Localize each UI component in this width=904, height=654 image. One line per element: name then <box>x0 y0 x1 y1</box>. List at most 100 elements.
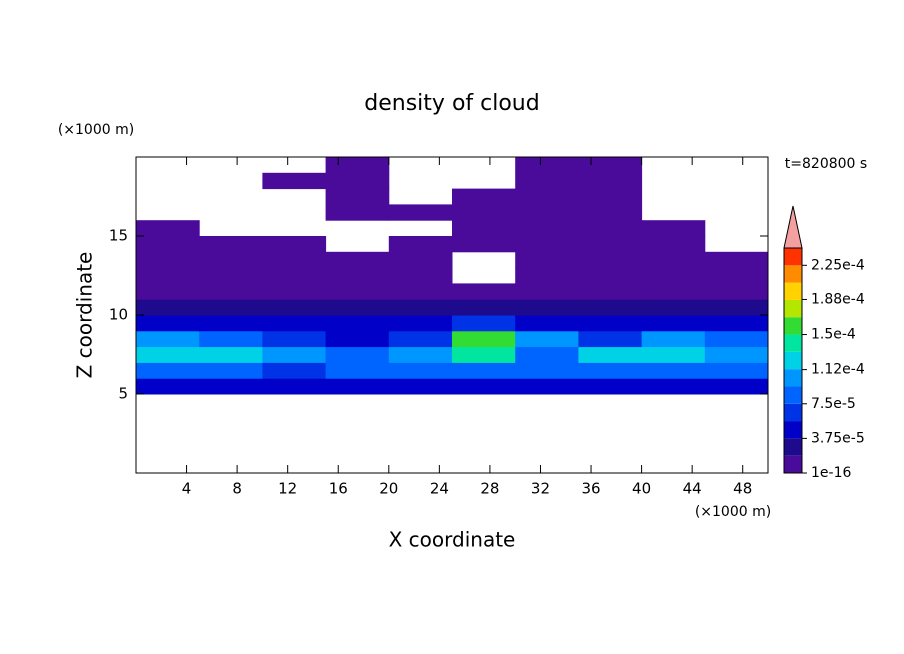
contour-cell <box>578 236 643 253</box>
contour-cell <box>199 236 263 253</box>
x-tick-label: 20 <box>379 480 398 498</box>
contour-cell <box>515 299 579 316</box>
contour-cell <box>641 346 706 363</box>
contour-cell <box>515 346 579 363</box>
contour-cell <box>199 362 263 379</box>
contour-cell <box>578 330 643 348</box>
contour-cell <box>515 236 579 253</box>
contour-cell <box>262 236 327 253</box>
x-tick-label: 8 <box>232 480 242 498</box>
contour-cell <box>325 283 390 300</box>
contour-cell <box>388 346 453 363</box>
contour-cell <box>515 157 579 174</box>
contour-cell <box>641 315 706 332</box>
x-tick-label: 24 <box>430 480 449 498</box>
contour-cell <box>388 251 453 269</box>
contour-cell <box>325 267 390 284</box>
contour-cell <box>325 378 390 395</box>
contour-cell <box>325 362 390 379</box>
contour-cell <box>452 346 516 363</box>
contour-cell <box>388 315 453 332</box>
contour-cell <box>515 330 579 348</box>
colorbar-band <box>784 403 802 422</box>
x-tick-label: 32 <box>531 480 550 498</box>
time-annotation: t=820800 s <box>785 156 867 172</box>
contour-cell <box>704 315 769 332</box>
contour-cell <box>515 283 579 300</box>
contour-cell <box>515 188 579 205</box>
contour-cell <box>641 283 706 300</box>
contour-cell <box>515 315 579 332</box>
contour-cell <box>136 315 200 332</box>
contour-cell <box>388 330 453 348</box>
contour-cell <box>578 299 643 316</box>
colorbar-band <box>784 386 802 404</box>
contour-cell <box>704 267 769 284</box>
contour-cell <box>578 346 643 363</box>
contour-cell <box>578 157 643 174</box>
contour-cell <box>704 362 769 379</box>
contour-cell <box>515 220 579 237</box>
colorbar-band <box>784 317 802 335</box>
x-tick-label: 16 <box>329 480 348 498</box>
contour-cell <box>641 362 706 379</box>
contour-cell <box>578 267 643 284</box>
contour-cell <box>578 315 643 332</box>
contour-cell <box>199 315 263 332</box>
contour-cell <box>262 346 327 363</box>
colorbar-tick-label: 2.25e-4 <box>811 257 865 273</box>
contour-cell <box>262 315 327 332</box>
contour-cell <box>136 378 200 395</box>
colorbar-frame <box>783 247 803 474</box>
contour-cell <box>325 172 390 190</box>
contour-cell <box>515 172 579 190</box>
colorbar-band <box>784 351 802 370</box>
x-tick-label: 12 <box>278 480 297 498</box>
contour-cell <box>515 267 579 284</box>
contour-cell <box>704 346 769 363</box>
contour-cell <box>388 267 453 284</box>
contour-cell <box>452 299 516 316</box>
contour-cell <box>136 220 200 237</box>
contour-cell <box>704 378 769 395</box>
contour-cell <box>515 378 579 395</box>
contour-cell <box>199 251 263 269</box>
colorbar-extension <box>783 205 803 249</box>
x-tick-label: 48 <box>733 480 752 498</box>
contour-cell <box>262 172 327 190</box>
contour-cell <box>704 283 769 300</box>
colorbar-tick-label: 1e-16 <box>811 465 851 481</box>
contour-cell <box>641 267 706 284</box>
contour-cell <box>262 299 327 316</box>
contour-cell <box>641 220 706 237</box>
contour-cell <box>704 299 769 316</box>
contour-field <box>136 157 769 395</box>
contour-cell <box>136 330 200 348</box>
contour-cell <box>578 362 643 379</box>
colorbar-band <box>784 248 802 266</box>
contour-cell <box>452 283 516 300</box>
x-tick-label: 28 <box>480 480 499 498</box>
contour-cell <box>578 172 643 190</box>
contour-cell <box>136 236 200 253</box>
contour-cell <box>262 251 327 269</box>
contour-cell <box>704 330 769 348</box>
contour-cell <box>388 236 453 253</box>
contour-cell <box>262 378 327 395</box>
y-unit: (×1000 m) <box>58 122 134 138</box>
contour-cell <box>199 299 263 316</box>
contour-cell <box>641 236 706 253</box>
colorbar-tick-label: 1.12e-4 <box>811 362 865 378</box>
colorbar-band <box>784 438 802 456</box>
contour-cell <box>199 283 263 300</box>
y-tick-label: 10 <box>109 306 128 324</box>
chart-title: density of cloud <box>364 91 539 116</box>
contour-cell <box>136 267 200 284</box>
contour-cell <box>641 330 706 348</box>
contour-cell <box>641 299 706 316</box>
x-unit: (×1000 m) <box>695 504 771 520</box>
contour-cell <box>325 315 390 332</box>
contour-cell <box>452 315 516 332</box>
colorbar-band <box>784 455 802 473</box>
